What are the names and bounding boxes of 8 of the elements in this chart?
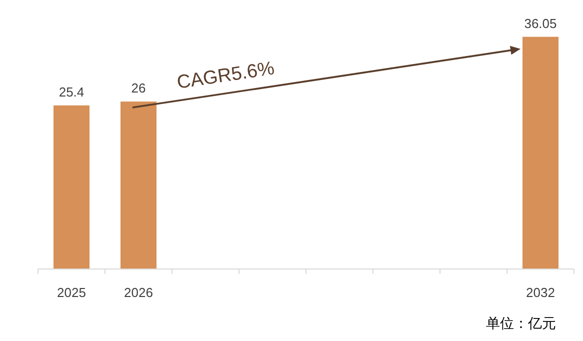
- text: 单位：亿元: [486, 315, 556, 331]
- annotation: CAGR5.6%: [176, 58, 276, 94]
- x-tick-label: 2032: [526, 285, 555, 300]
- data-label: 25.4: [58, 84, 84, 100]
- x-tick-label: 2025: [57, 285, 86, 300]
- data-label: 26: [131, 80, 146, 96]
- x-tick-label: 2026: [124, 285, 153, 300]
- data-label: 36.05: [524, 16, 557, 31]
